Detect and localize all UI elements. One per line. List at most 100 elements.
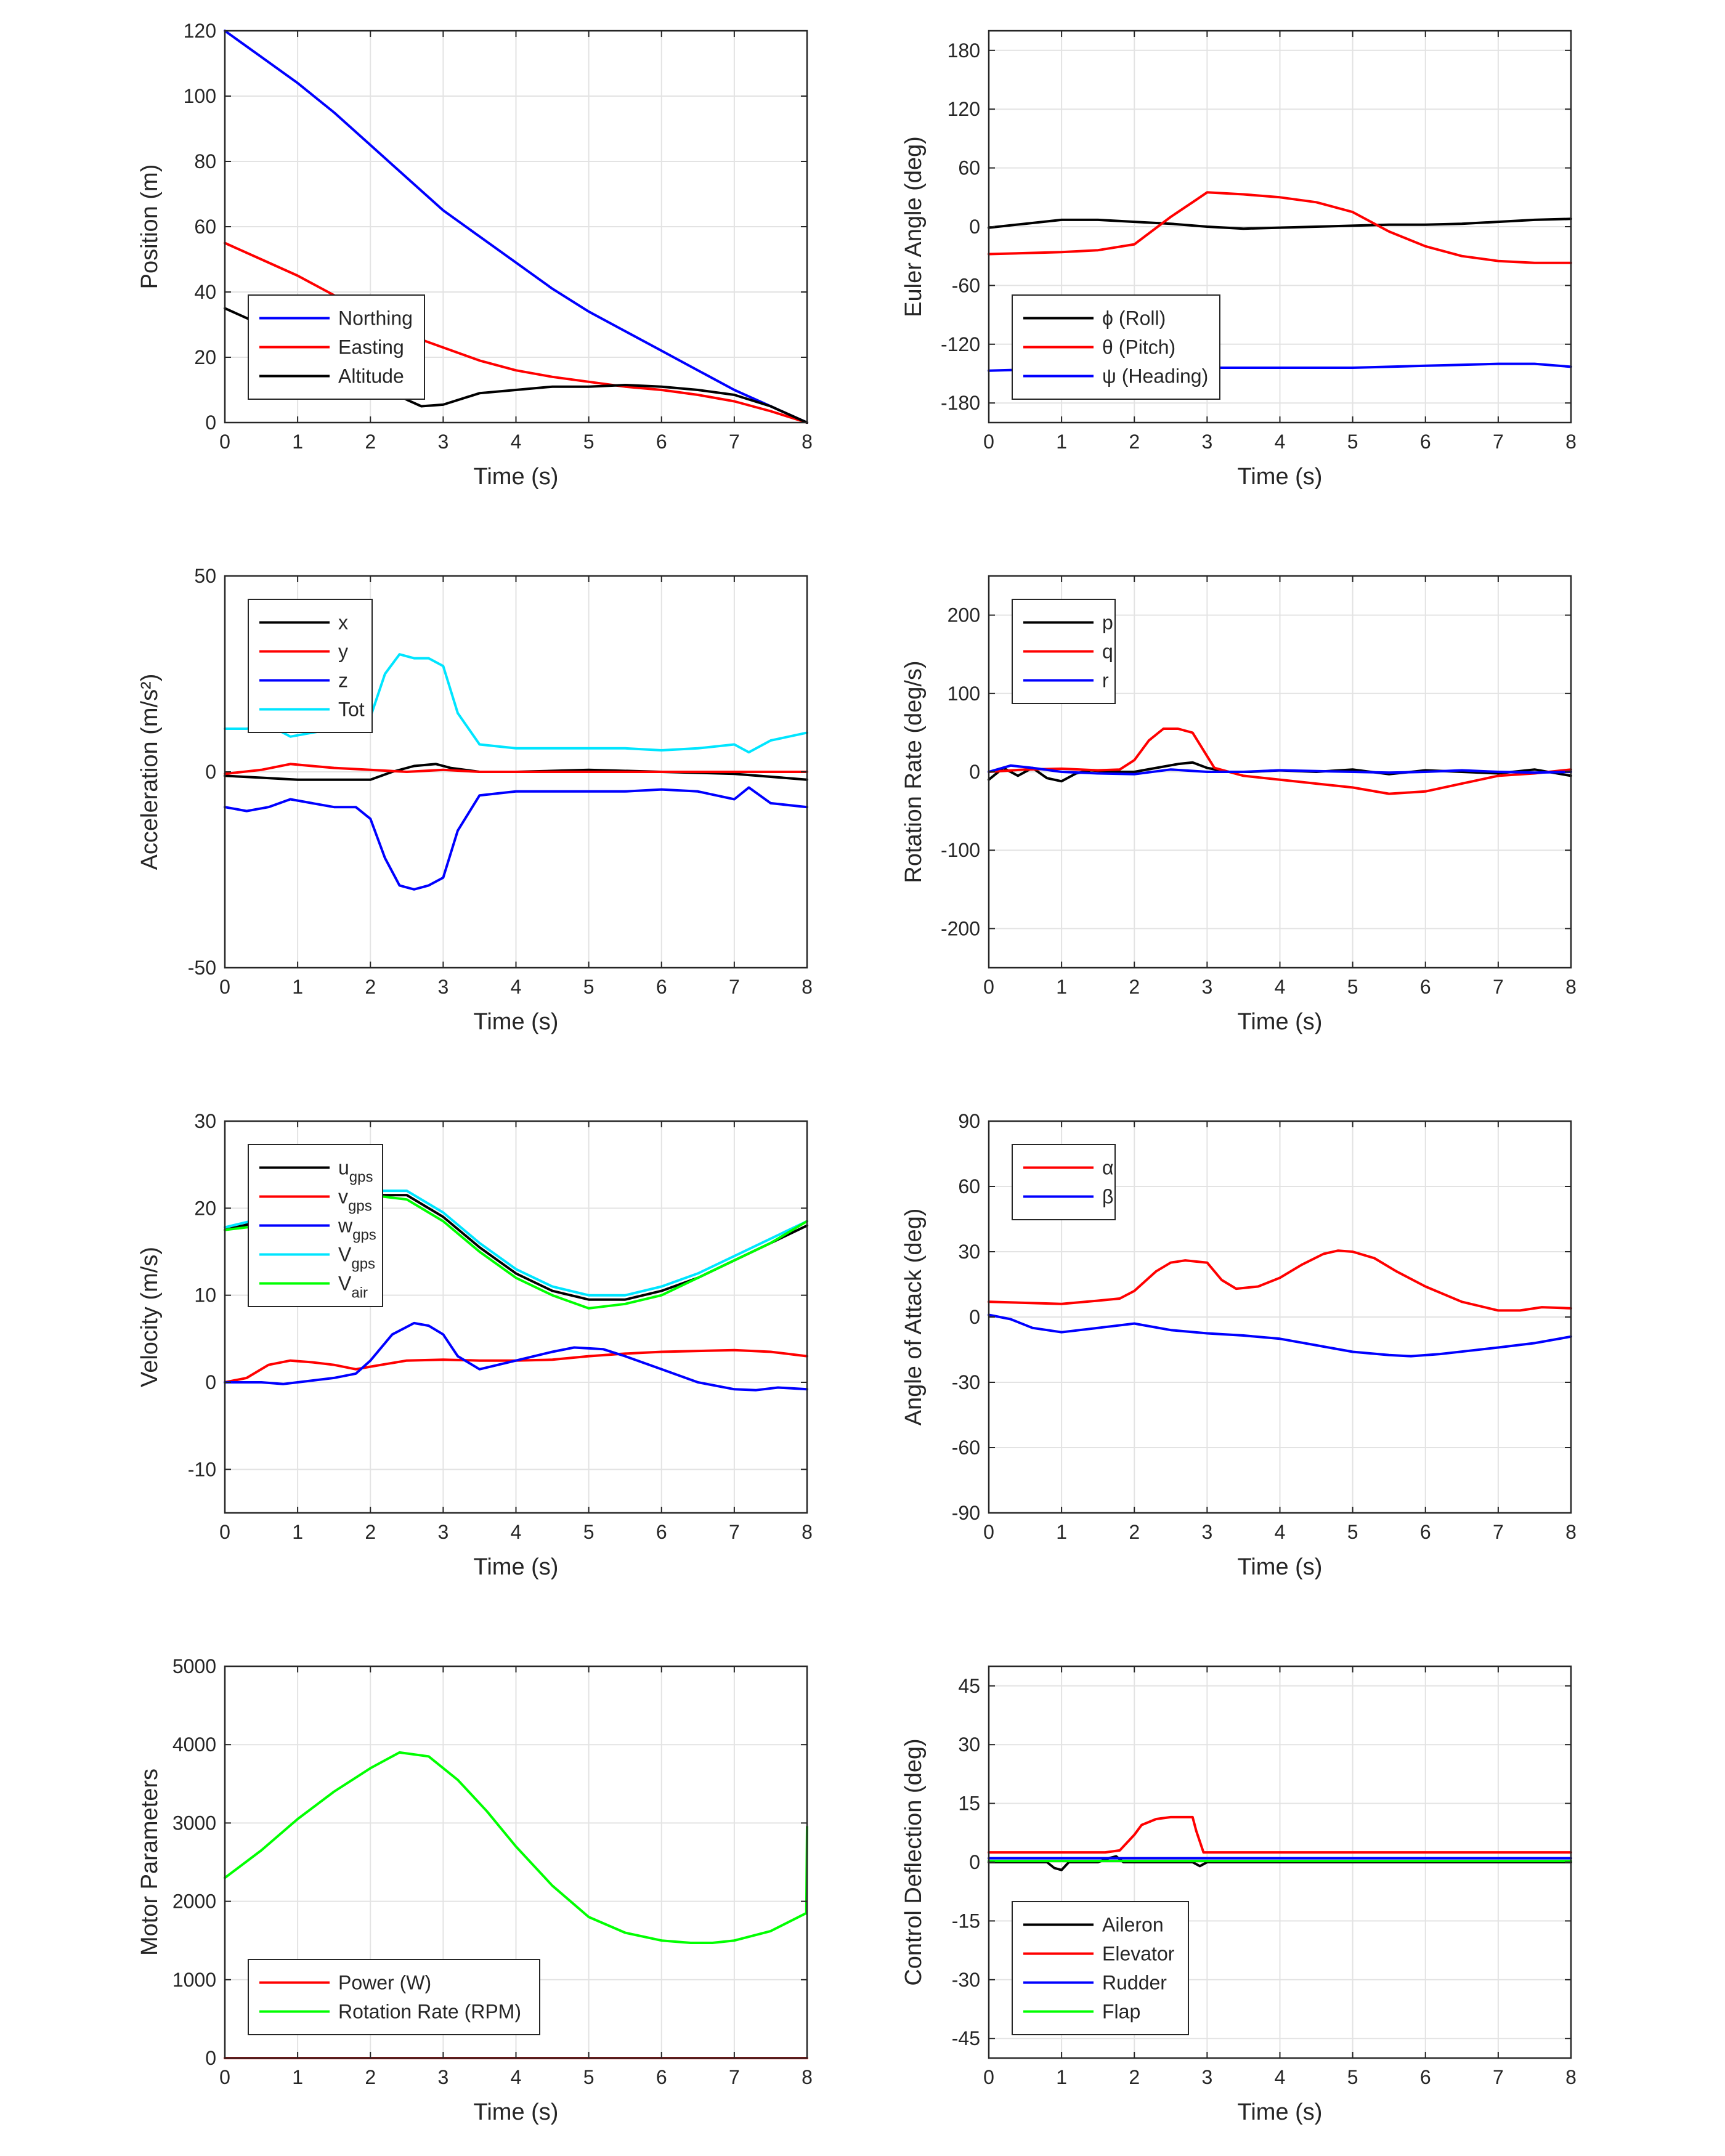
- x-tick-label: 1: [292, 1521, 303, 1543]
- x-tick-label: 5: [1347, 1521, 1358, 1543]
- x-tick-label: 8: [802, 976, 813, 998]
- x-tick-label: 2: [1129, 2066, 1140, 2088]
- x-tick-label: 6: [656, 431, 667, 453]
- series-line-2: [988, 191, 1572, 264]
- series-line-1: [224, 30, 808, 424]
- y-tick-label: -50: [188, 957, 216, 979]
- y-axis-label: Position (m): [137, 164, 163, 290]
- y-tick-label: -60: [952, 1437, 980, 1459]
- legend-label: x: [338, 612, 348, 634]
- x-tick-label: 6: [1420, 976, 1431, 998]
- x-tick-label: 7: [729, 431, 740, 453]
- x-tick-label: 4: [1275, 1521, 1286, 1543]
- x-tick-label: 7: [1493, 431, 1504, 453]
- x-tick-label: 8: [1565, 431, 1577, 453]
- y-tick-label: 0: [969, 1306, 980, 1328]
- legend-label: Aileron: [1102, 1914, 1164, 1936]
- x-axis-label: Time (s): [474, 1554, 559, 1580]
- y-tick-label: 180: [948, 39, 980, 62]
- y-tick-label: 20: [194, 1197, 216, 1219]
- y-tick-label: -180: [941, 392, 980, 414]
- x-tick-label: 0: [983, 1521, 994, 1543]
- series-line-2: [224, 763, 808, 776]
- series-line-3: [224, 786, 808, 891]
- legend-label: q: [1102, 641, 1113, 663]
- x-axis-label: Time (s): [474, 2099, 559, 2125]
- x-tick-label: 5: [583, 431, 595, 453]
- x-axis-label: Time (s): [474, 464, 559, 490]
- legend-label: Northing: [338, 307, 413, 330]
- legend: Power (W) Rotation Rate (RPM): [248, 1959, 540, 2035]
- y-tick-label: 15: [958, 1793, 980, 1815]
- x-tick-label: 1: [1056, 431, 1067, 453]
- x-tick-label: 5: [583, 1521, 595, 1543]
- y-tick-label: 3000: [172, 1812, 216, 1834]
- legend: Aileron Elevator Rudder Flap: [1012, 1901, 1189, 2035]
- y-tick-label: 1000: [172, 1969, 216, 1991]
- legend-label: Vair: [338, 1273, 368, 1302]
- x-tick-label: 7: [729, 2066, 740, 2088]
- x-tick-label: 0: [219, 431, 230, 453]
- y-tick-label: -90: [952, 1502, 980, 1524]
- legend-label: r: [1102, 670, 1109, 692]
- x-tick-label: 0: [219, 1521, 230, 1543]
- x-tick-label: 4: [511, 1521, 522, 1543]
- legend-box: [248, 1959, 540, 2035]
- y-tick-label: -100: [941, 839, 980, 861]
- y-tick-label: -60: [952, 274, 980, 296]
- y-tick-label: 90: [958, 1110, 980, 1132]
- x-tick-label: 8: [802, 431, 813, 453]
- y-axis-label: Angle of Attack (deg): [901, 1209, 927, 1426]
- x-tick-label: 1: [1056, 1521, 1067, 1543]
- x-tick-label: 2: [365, 976, 376, 998]
- legend: Northing Easting Altitude: [248, 294, 425, 400]
- x-tick-label: 6: [656, 976, 667, 998]
- legend-label: Vgps: [338, 1244, 375, 1273]
- legend-label: vgps: [338, 1186, 372, 1215]
- y-axis-label: Acceleration (m/s²): [137, 674, 163, 870]
- x-tick-label: 0: [983, 976, 994, 998]
- x-tick-label: 1: [1056, 2066, 1067, 2088]
- y-tick-label: 20: [194, 346, 216, 368]
- legend: ϕ (Roll) θ (Pitch) ψ (Heading): [1012, 294, 1220, 400]
- legend-label: Easting: [338, 336, 404, 359]
- x-tick-label: 4: [511, 2066, 522, 2088]
- x-tick-label: 6: [656, 1521, 667, 1543]
- x-tick-label: 8: [802, 2066, 813, 2088]
- x-tick-label: 3: [1201, 431, 1212, 453]
- x-tick-label: 4: [1275, 2066, 1286, 2088]
- x-axis-label: Time (s): [1238, 1554, 1323, 1580]
- legend-label: Altitude: [338, 365, 404, 387]
- x-tick-label: 4: [511, 976, 522, 998]
- x-tick-label: 5: [583, 2066, 595, 2088]
- legend-label: Tot: [338, 699, 365, 721]
- y-tick-label: 30: [958, 1241, 980, 1263]
- legend-label: Power (W): [338, 1972, 431, 1994]
- x-tick-label: 4: [1275, 431, 1286, 453]
- legend-label: ϕ (Roll): [1102, 307, 1166, 330]
- x-tick-label: 2: [1129, 1521, 1140, 1543]
- legend-label: Elevator: [1102, 1943, 1175, 1965]
- y-tick-label: 45: [958, 1675, 980, 1697]
- legend-box: [1012, 1144, 1116, 1220]
- x-tick-label: 8: [1565, 2066, 1577, 2088]
- legend-label: y: [338, 641, 348, 663]
- x-tick-label: 3: [1201, 976, 1212, 998]
- legend-label: α: [1102, 1157, 1114, 1179]
- x-axis-label: Time (s): [1238, 2099, 1323, 2125]
- y-tick-label: 0: [205, 1371, 216, 1393]
- x-tick-label: 2: [1129, 976, 1140, 998]
- x-tick-label: 2: [365, 2066, 376, 2088]
- y-axis-label: Velocity (m/s): [137, 1247, 163, 1387]
- x-tick-label: 3: [1201, 1521, 1212, 1543]
- y-tick-label: 40: [194, 281, 216, 303]
- legend-label: z: [338, 670, 348, 692]
- y-tick-label: 0: [969, 761, 980, 783]
- y-tick-label: 5000: [172, 1655, 216, 1677]
- x-axis-label: Time (s): [1238, 1009, 1323, 1035]
- series-line-2: [224, 1348, 808, 1384]
- y-tick-label: 120: [184, 20, 216, 42]
